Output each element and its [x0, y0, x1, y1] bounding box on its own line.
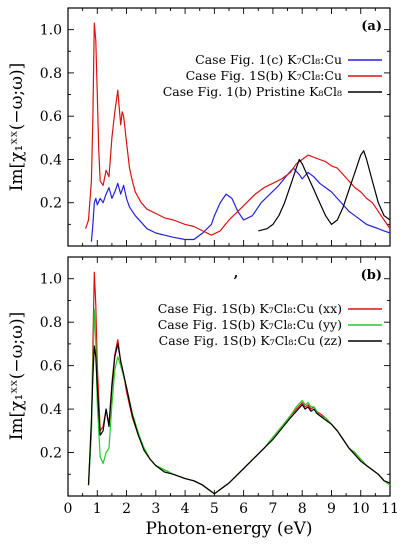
y-tick-label: 0.8 [40, 315, 62, 331]
series-line-3 [87, 343, 391, 495]
y-tick-label: 1.0 [40, 23, 62, 39]
x-tick-label: 3 [151, 501, 160, 517]
y-tick-label: 1.0 [40, 272, 62, 288]
legend-entry-2: Case Fig. 1S(b) K₇Cl₈:Cu [186, 68, 342, 83]
series-line-1 [90, 167, 391, 242]
y-tick-label: 0.2 [40, 446, 62, 462]
y-tick-label: 0.2 [40, 196, 62, 212]
legend-entry-1: Case Fig. 1S(b) K₇Cl₈:Cu (xx) [158, 301, 342, 316]
panel-label: (a) [361, 19, 382, 34]
x-tick-label: 9 [327, 501, 336, 517]
x-tick-label: 7 [268, 501, 277, 517]
panel-label: (b) [361, 268, 382, 283]
x-tick-label: 1 [93, 501, 102, 517]
y-tick-label: 0.8 [40, 66, 62, 82]
plot-frame [67, 256, 391, 497]
x-tick-label: 10 [352, 501, 370, 517]
panel-a: 0.2 0.4 0.6 0.8 1.0 Im[χ₁ˣˣ(−ω;ω)] (a) Case Fig… [7, 7, 391, 247]
x-tick-label: 0 [64, 501, 73, 517]
x-tick-label: 6 [239, 501, 248, 517]
legend-entry-3: Case Fig. 1S(b) K₇Cl₈:Cu (zz) [159, 333, 342, 348]
series-line-3 [258, 150, 391, 232]
x-axis-label: Photon-energy (eV) [145, 519, 312, 539]
y-tick-label: 0.4 [40, 152, 62, 168]
legend-entry-2: Case Fig. 1S(b) K₇Cl₈:Cu (yy) [158, 317, 342, 332]
y-tick-label: 0.4 [40, 402, 62, 418]
x-tick-label: 2 [122, 501, 131, 517]
y-axis-label: Im[χ₁ˣˣ(−ω;ω)] [7, 63, 27, 192]
legend-entry-3: Case Fig. 1(b) Pristine K₈Cl₈ [163, 84, 342, 99]
legend-entry-1: Case Fig. 1(c) K₇Cl₈:Cu [195, 52, 342, 67]
x-tick-label: 11 [381, 501, 399, 517]
panel-top-mark: , [234, 266, 239, 281]
x-tick-label: 5 [210, 501, 219, 517]
y-tick-label: 0.6 [40, 359, 62, 375]
series-line-2 [85, 22, 391, 236]
y-axis-label: Im[χ₁ˣˣ(−ω;ω)] [7, 312, 27, 441]
panel-b: 0.2 0.4 0.6 0.8 1.0 0 1 2 3 4 5 6 7 8 9 10 11 Photon-ener… [7, 256, 399, 539]
y-tick-label: 0.6 [40, 109, 62, 125]
x-tick-label: 4 [181, 501, 190, 517]
x-tick-label: 8 [298, 501, 307, 517]
